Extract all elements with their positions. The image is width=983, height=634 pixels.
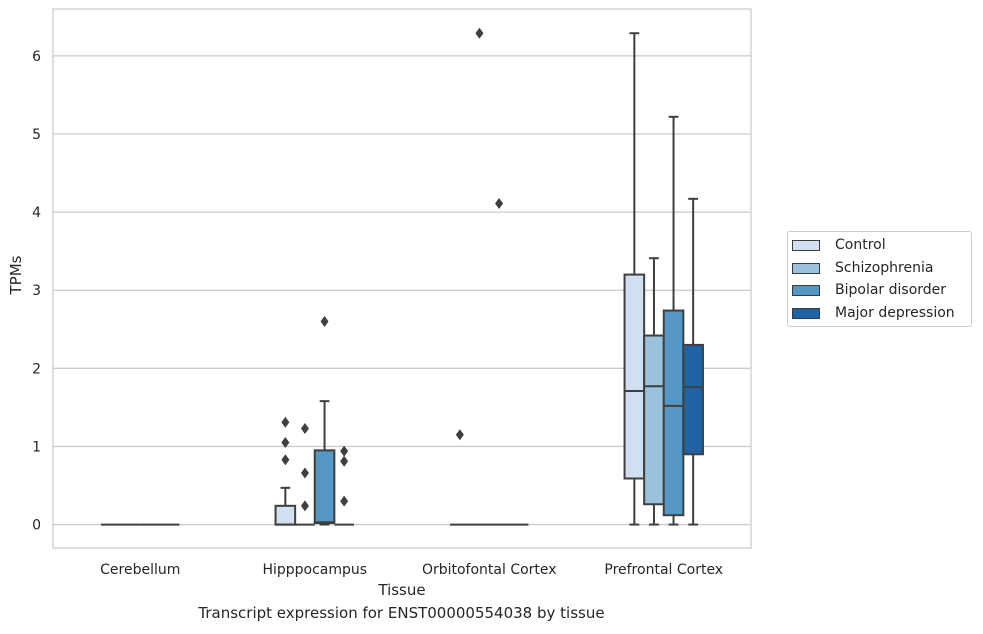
x-tick-label-hipppocampus: Hipppocampus (262, 562, 367, 578)
x-tick-label-orbitofontal-cortex: Orbitofontal Cortex (422, 562, 557, 578)
box-schizophrenia-orbitofontal-cortex (469, 27, 490, 526)
legend-item-major-depression: Major depression (792, 303, 955, 323)
legend-label-major-depression: Major depression (835, 305, 955, 321)
legend-item-schizophrenia: Schizophrenia (792, 258, 933, 278)
box-body (313, 449, 336, 525)
box-control-orbitofontal-cortex (450, 429, 470, 526)
y-axis-label: TPMs (7, 255, 25, 295)
box-body (274, 504, 297, 526)
outlier-point (281, 437, 290, 449)
legend-swatch-major-depression (792, 307, 820, 319)
plot-frame (52, 8, 752, 549)
box-schizophrenia-hipppocampus (295, 422, 315, 526)
y-tick-label-1: 1 (32, 439, 41, 455)
box-body (623, 273, 646, 480)
box-control-hipppocampus (274, 416, 297, 526)
outlier-point (340, 495, 349, 507)
y-tick-label-5: 5 (32, 127, 41, 143)
outlier-point (320, 315, 329, 327)
outlier-point (495, 198, 504, 210)
outlier-point (340, 455, 349, 467)
legend-label-control: Control (835, 237, 886, 253)
x-tick-label-cerebellum: Cerebellum (100, 562, 180, 578)
x-axis-label: Tissue (377, 581, 425, 599)
box-bipolar-disorder-orbitofontal-cortex (489, 198, 509, 526)
legend-swatch-schizophrenia (792, 262, 820, 274)
outlier-point (300, 422, 309, 434)
box-body (643, 334, 665, 506)
x-tick-label-prefrontal-cortex: Prefrontal Cortex (604, 562, 723, 578)
box-series (101, 27, 704, 526)
legend-label-schizophrenia: Schizophrenia (835, 260, 934, 276)
y-tick-label-4: 4 (32, 205, 41, 221)
outlier-point (475, 27, 484, 39)
outlier-point (340, 445, 349, 457)
y-tick-label-6: 6 (32, 49, 41, 65)
outlier-point (281, 416, 290, 428)
box-major-depression-prefrontal-cortex (682, 197, 704, 526)
box-bipolar-disorder-prefrontal-cortex (662, 115, 685, 526)
y-tick-label-0: 0 (32, 518, 41, 534)
box-bipolar-disorder-hipppocampus (313, 315, 336, 526)
legend-label-bipolar-disorder: Bipolar disorder (835, 282, 947, 298)
box-body (682, 343, 704, 456)
legend: Control Schizophrenia Bipolar disorder M… (787, 231, 972, 327)
legend-item-bipolar-disorder: Bipolar disorder (792, 280, 946, 300)
box-major-depression-hipppocampus (334, 445, 354, 526)
box-body (662, 309, 685, 517)
y-tick-label-3: 3 (32, 283, 41, 299)
legend-item-control: Control (792, 235, 886, 255)
outlier-point (300, 500, 309, 512)
outlier-point (281, 454, 290, 466)
legend-swatch-control (792, 239, 820, 251)
y-tick-labels: 0 1 2 3 4 5 6 (32, 49, 41, 534)
chart-caption: Transcript expression for ENST0000055403… (198, 604, 605, 622)
outlier-point (300, 467, 309, 479)
outlier-point (455, 429, 464, 441)
y-tick-label-2: 2 (32, 361, 41, 377)
legend-swatch-bipolar-disorder (792, 284, 820, 296)
x-tick-labels: Cerebellum Hipppocampus Orbitofontal Corte… (100, 562, 723, 578)
